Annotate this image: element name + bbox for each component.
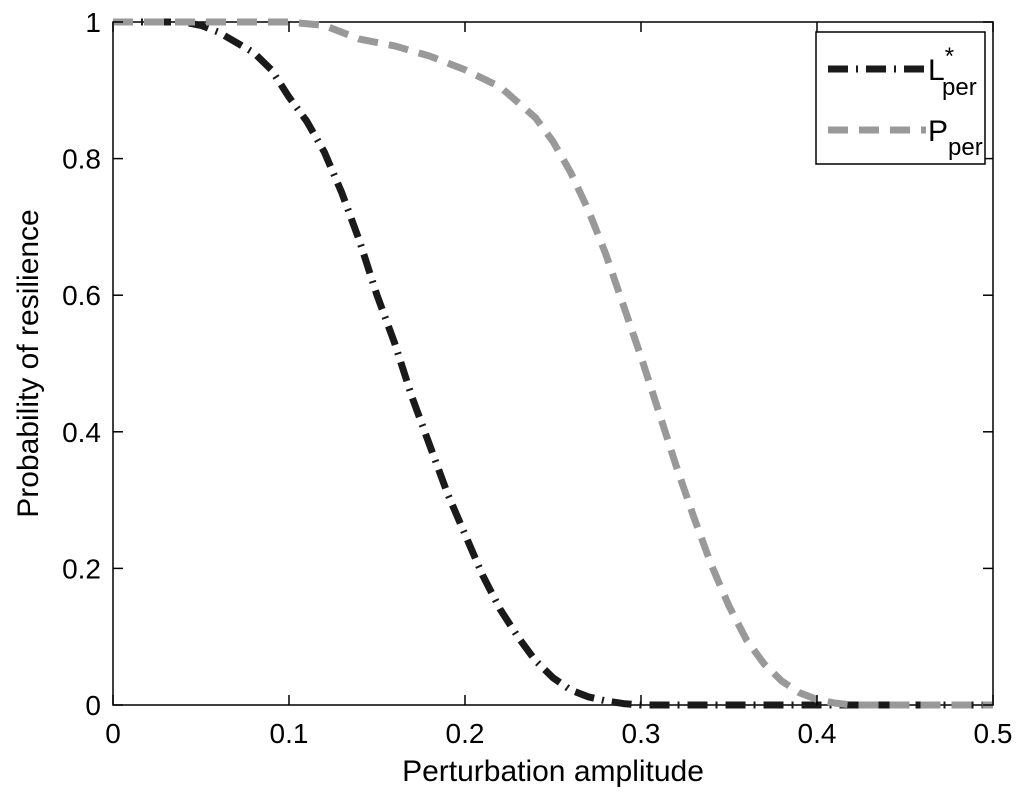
- series-line-1: [113, 18, 993, 709]
- x-tick-label: 0.4: [798, 718, 837, 749]
- y-tick-label: 0: [85, 690, 101, 721]
- legend-label-1: Pper: [928, 115, 983, 161]
- ticks-layer: 0 0.1 0.2 0.3 0.4 0.5 0 0.2 0.4 0.6 0.8 1: [62, 7, 1012, 749]
- series-layer: [113, 18, 993, 709]
- x-tick-label: 0.3: [622, 718, 661, 749]
- y-axis-label: Probability of resilience: [12, 209, 45, 517]
- x-tick-label: 0.1: [270, 718, 309, 749]
- x-tick-label: 0.2: [446, 718, 485, 749]
- legend-box: [815, 31, 986, 165]
- x-tick-label: 0.5: [974, 718, 1013, 749]
- legend: L* per Pper: [815, 31, 986, 165]
- y-tick-label: 0.8: [62, 144, 101, 175]
- y-tick-label: 0.4: [62, 417, 101, 448]
- y-tick-label: 0.6: [62, 280, 101, 311]
- legend-label-0: L* per: [928, 43, 977, 101]
- y-tick-label: 0.2: [62, 553, 101, 584]
- x-axis-label: Perturbation amplitude: [402, 755, 704, 788]
- series-line-0: [113, 18, 993, 709]
- x-tick-label: 0: [105, 718, 121, 749]
- y-tick-label: 1: [85, 7, 101, 38]
